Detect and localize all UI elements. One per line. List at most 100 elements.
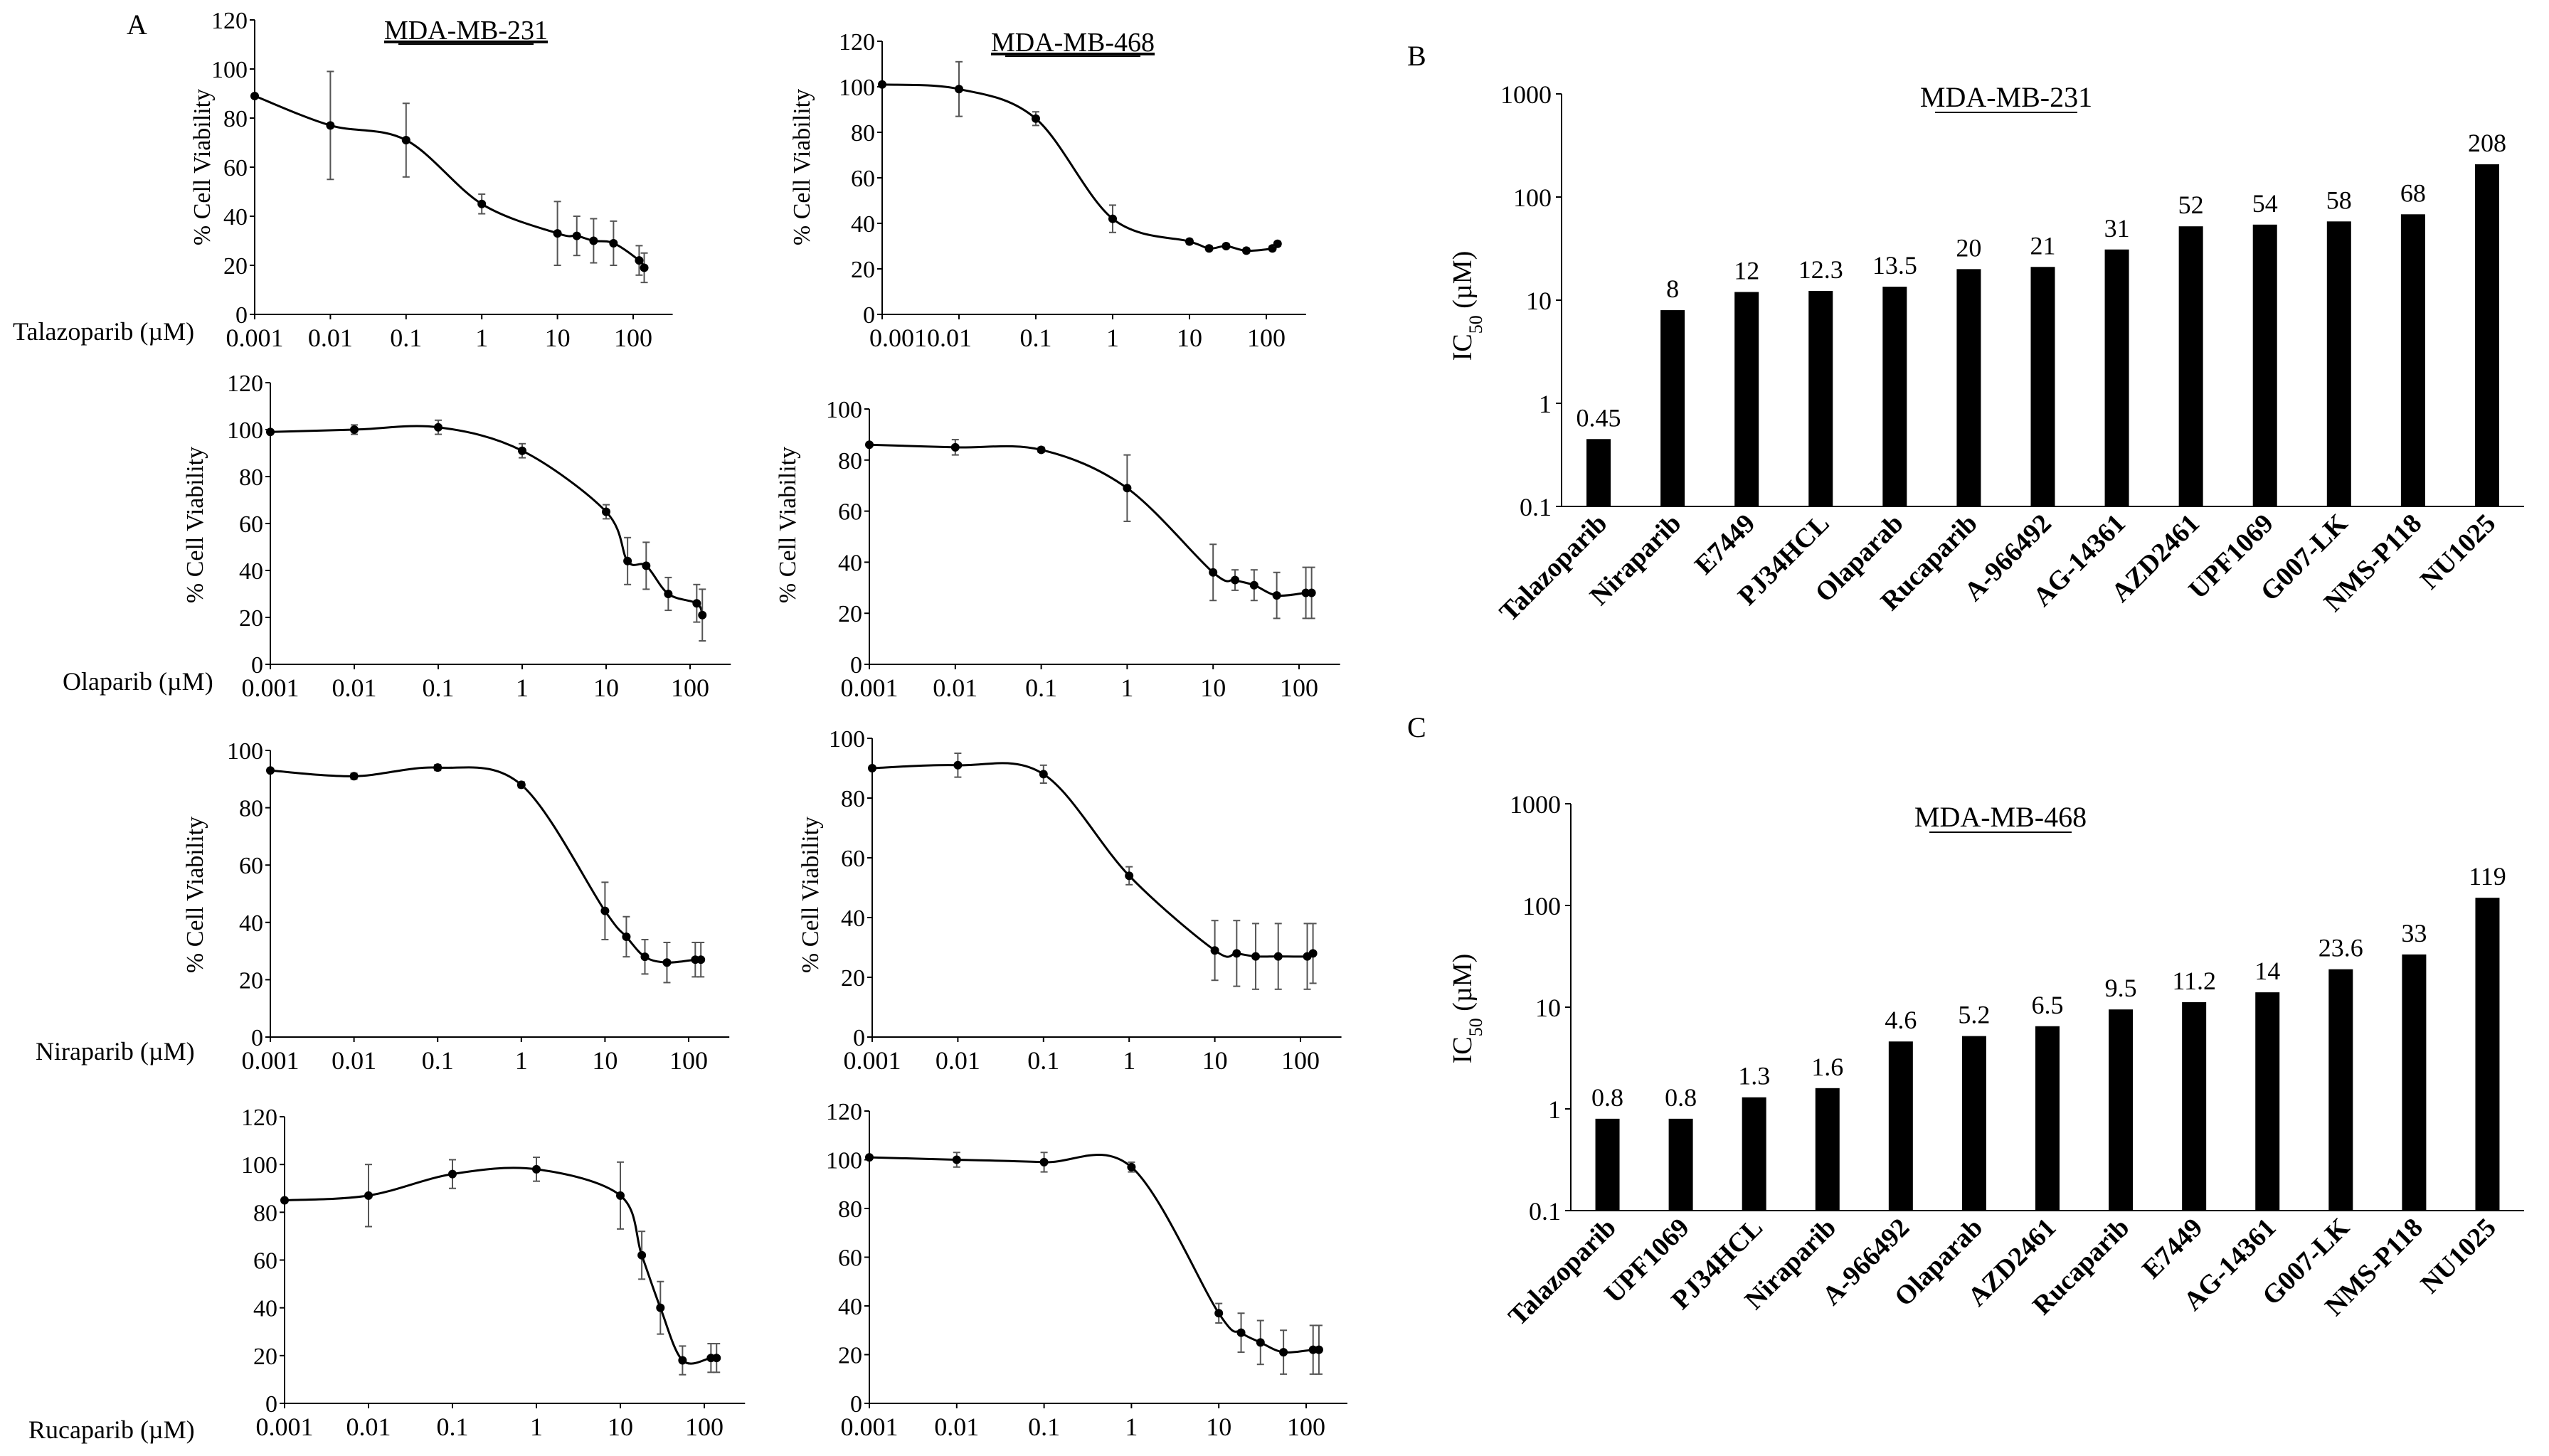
bar [2252, 224, 2277, 506]
category-label: NU1025 [2415, 1213, 2502, 1300]
category-label: NU1025 [2415, 509, 2501, 595]
data-point [1210, 946, 1219, 955]
dose-response-chart-a3: 0 20 40 60 80 100 120 0.001 0.01 0.1 1 10 100 % Cell … [63, 371, 731, 702]
bar-value-label: 21 [2030, 231, 2056, 260]
data-point [616, 1191, 625, 1200]
data-point [1273, 952, 1283, 961]
bar-value-label: 33 [2401, 919, 2427, 947]
data-point [433, 763, 443, 772]
x-tick-label: 0.1 [422, 1046, 454, 1075]
x-tick-label: 100 [685, 1413, 724, 1441]
bar-value-label: 1.6 [1811, 1053, 1843, 1081]
chart-title: MDA-MB-231 [384, 16, 548, 46]
y-tick-label: 60 [239, 853, 263, 879]
dose-response-chart-a8: 0 20 40 60 80 100 120 0.001 0.01 0.1 1 10 100 [826, 1099, 1347, 1441]
bar-value-label: 31 [2104, 214, 2130, 243]
data-point [448, 1169, 457, 1179]
y-tick-label: 20 [253, 1344, 277, 1370]
x-axis-label: Talazoparib (µM) [13, 317, 194, 346]
bar [1888, 1041, 1913, 1211]
bar [1882, 287, 1907, 506]
bar [2255, 992, 2280, 1211]
x-tick-label: 0.1 [1028, 1413, 1060, 1441]
chart-title: MDA-MB-468 [991, 28, 1155, 58]
data-point [1214, 1309, 1224, 1318]
data-point [572, 231, 581, 240]
data-point [1241, 246, 1251, 255]
dose-response-curve [869, 1154, 1319, 1354]
y-axis-label: % Cell Viability [182, 817, 208, 973]
data-point [1125, 871, 1134, 881]
dose-response-curve [284, 1167, 717, 1365]
y-tick-label: 60 [838, 1245, 862, 1272]
dose-response-curve [871, 762, 1314, 958]
bar-value-label: 4.6 [1885, 1006, 1917, 1034]
y-tick-label: 20 [838, 601, 862, 627]
x-tick-label: 100 [1281, 1046, 1320, 1075]
x-tick-label: 10 [1202, 1046, 1228, 1075]
x-tick-label: 0.0010.01 [869, 324, 972, 352]
y-tick-label: 120 [241, 1105, 277, 1131]
data-point [1221, 242, 1231, 250]
data-point [953, 760, 963, 770]
y-tick-label: 80 [253, 1200, 277, 1226]
y-tick-label: 40 [239, 558, 263, 585]
x-axis-label: Rucaparib (µM) [28, 1415, 195, 1444]
y-tick-label: 1000 [1500, 80, 1552, 109]
data-point [477, 199, 487, 208]
data-point [698, 610, 707, 620]
bar-value-label: 12.3 [1798, 255, 1843, 284]
y-axis-label: % Cell Viability [189, 89, 216, 245]
bar-value-label: 14 [2254, 957, 2280, 985]
y-tick-label: 120 [826, 1099, 862, 1125]
y-tick-label: 0 [850, 1391, 862, 1418]
bar-value-label: 1.3 [1738, 1062, 1770, 1090]
x-tick-label: 0.001 [841, 1413, 899, 1441]
y-tick-label: 100 [227, 738, 263, 765]
bar-value-label: 9.5 [2105, 974, 2137, 1002]
data-point [1279, 1348, 1288, 1357]
y-tick-label: 120 [839, 29, 875, 55]
x-tick-label: 1 [1125, 1413, 1138, 1441]
data-point [1209, 568, 1218, 577]
y-tick-label: 80 [223, 106, 248, 132]
data-point [1204, 244, 1214, 253]
y-tick-label: 100 [826, 397, 862, 423]
y-tick-label: 1 [1548, 1095, 1561, 1124]
y-tick-label: 120 [227, 371, 263, 397]
x-tick-label: 1 [516, 674, 529, 702]
y-tick-label: 10 [1526, 287, 1552, 315]
y-tick-label: 60 [841, 846, 865, 872]
data-point [1032, 114, 1040, 123]
x-tick-label: 100 [614, 324, 652, 352]
data-point [401, 136, 410, 145]
y-tick-label: 120 [211, 8, 248, 34]
data-point [266, 766, 275, 775]
bar-value-label: 8 [1666, 275, 1679, 303]
data-point [1123, 484, 1132, 493]
bar [1668, 1118, 1693, 1211]
data-point [602, 507, 610, 516]
y-tick-label: 20 [841, 965, 865, 992]
x-tick-label: 0.001 [844, 1046, 901, 1075]
x-tick-label: 1 [515, 1046, 528, 1075]
y-tick-label: 1000 [1510, 790, 1561, 819]
data-point [865, 1153, 874, 1162]
x-tick-label: 0.01 [934, 1413, 979, 1441]
y-tick-label: 0 [251, 1025, 263, 1051]
data-point [516, 780, 526, 790]
dose-response-curve [881, 83, 1279, 252]
data-point [712, 1354, 721, 1363]
data-point [635, 256, 644, 265]
dose-response-curve [270, 425, 704, 616]
category-label: Talazoparib [1503, 1213, 1622, 1332]
ic50-bar-chart-b: 0.1 1 10 100 1000 IC50 (µM) MDA-MB-231 0.45 Tala… [1448, 80, 2524, 627]
x-tick-label: 0.1 [437, 1413, 469, 1441]
dose-response-curve [270, 766, 701, 964]
x-axis-label: Niraparib (µM) [36, 1037, 195, 1066]
bar [1734, 292, 1759, 506]
data-point [656, 1303, 665, 1312]
data-point [664, 590, 673, 598]
category-label: E7449 [2136, 1213, 2208, 1285]
